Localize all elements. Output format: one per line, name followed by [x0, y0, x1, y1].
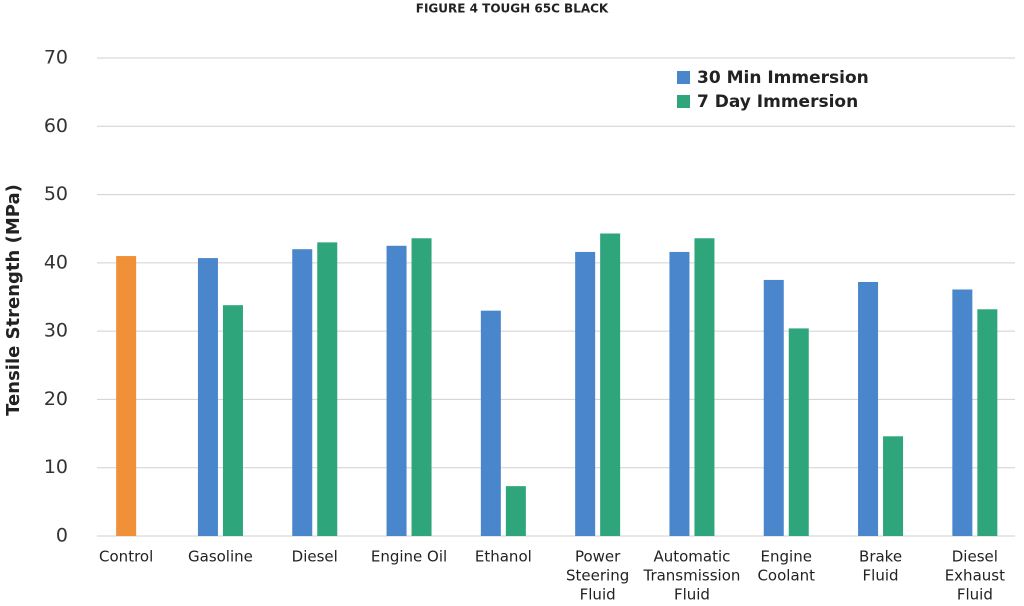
- bar: [977, 309, 998, 536]
- bar: [317, 242, 338, 536]
- x-tick-label: Power: [575, 548, 621, 566]
- x-tick-label: Fluid: [674, 586, 710, 604]
- bar: [480, 310, 501, 536]
- y-tick-label: 40: [44, 251, 68, 273]
- bar: [386, 245, 407, 537]
- bar: [505, 486, 526, 536]
- x-tick-label: Engine Oil: [371, 548, 447, 566]
- bar: [763, 279, 784, 536]
- x-tick-label: Diesel: [952, 548, 998, 566]
- y-tick-label: 20: [44, 388, 68, 410]
- bar: [952, 289, 973, 536]
- bar: [116, 256, 137, 536]
- x-tick-label: Steering: [566, 567, 629, 585]
- bar: [788, 328, 809, 536]
- x-tick-label: Automatic: [653, 548, 730, 566]
- legend-swatch: [677, 71, 690, 84]
- x-tick-label: Fluid: [580, 586, 616, 604]
- x-tick-label: Ethanol: [475, 548, 532, 566]
- bar: [222, 305, 243, 536]
- y-tick-label: 30: [44, 320, 68, 342]
- x-tick-label: Fluid: [957, 586, 993, 604]
- bar: [694, 238, 715, 536]
- bar: [883, 436, 904, 536]
- bar: [292, 249, 313, 536]
- y-tick-label: 0: [56, 525, 68, 547]
- y-tick-label: 10: [44, 456, 68, 478]
- y-tick-label: 60: [44, 115, 68, 137]
- x-tick-label: Brake: [859, 548, 902, 566]
- x-tick-label: Gasoline: [188, 548, 253, 566]
- bar: [669, 251, 690, 536]
- bar: [858, 281, 879, 536]
- bar: [575, 251, 596, 536]
- x-tick-label: Transmission: [642, 567, 740, 585]
- bar: [197, 258, 218, 536]
- legend-swatch: [677, 95, 690, 108]
- x-tick-label: Coolant: [757, 567, 815, 585]
- legend-label: 7 Day Immersion: [697, 92, 858, 112]
- legend-label: 30 Min Immersion: [697, 68, 869, 88]
- x-tick-label: Fluid: [863, 567, 899, 585]
- y-tick-label: 70: [44, 47, 68, 69]
- bar: [600, 233, 621, 536]
- x-tick-label: Exhaust: [945, 567, 1005, 585]
- chart-title: FIGURE 4 TOUGH 65C BLACK: [416, 2, 609, 16]
- x-tick-label: Diesel: [292, 548, 338, 566]
- bar: [411, 238, 432, 536]
- y-axis-label: Tensile Strength (MPa): [3, 184, 24, 416]
- x-tick-label: Control: [99, 548, 153, 566]
- y-tick-label: 50: [44, 183, 68, 205]
- x-tick-label: Engine: [761, 548, 812, 566]
